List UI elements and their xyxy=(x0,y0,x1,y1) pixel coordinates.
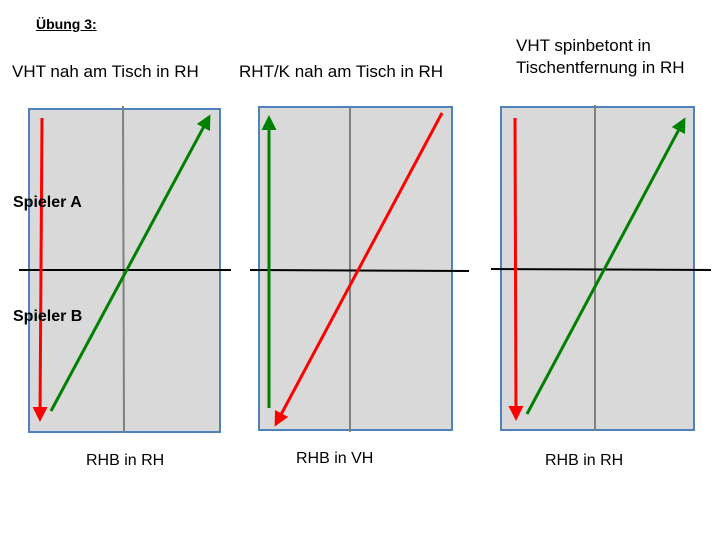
panel-3-title: VHT spinbetont in Tischentfernung in RH xyxy=(516,36,685,77)
green-arrow xyxy=(49,114,211,412)
table-surface xyxy=(258,106,453,431)
player-a-label: Spieler A xyxy=(13,194,82,211)
panel-1-title: VHT nah am Tisch in RH xyxy=(12,62,199,81)
table-panel-1 xyxy=(19,105,231,434)
panel-2-caption: RHB in VH xyxy=(296,450,374,467)
exercise-title: Übung 3: xyxy=(36,16,97,32)
table-panel-2 xyxy=(249,106,470,432)
panel-2-title: RHT/K nah am Tisch in RH xyxy=(239,62,444,81)
red-arrow xyxy=(274,112,444,427)
red-arrow xyxy=(508,117,524,421)
player-b-label: Spieler B xyxy=(13,308,83,325)
panel-1-caption: RHB in RH xyxy=(86,452,165,469)
red-arrow xyxy=(32,117,48,422)
table-panel-3 xyxy=(490,105,712,431)
panel-3-caption: RHB in RH xyxy=(545,452,624,469)
net-line xyxy=(490,268,712,271)
green-arrow xyxy=(525,117,686,415)
